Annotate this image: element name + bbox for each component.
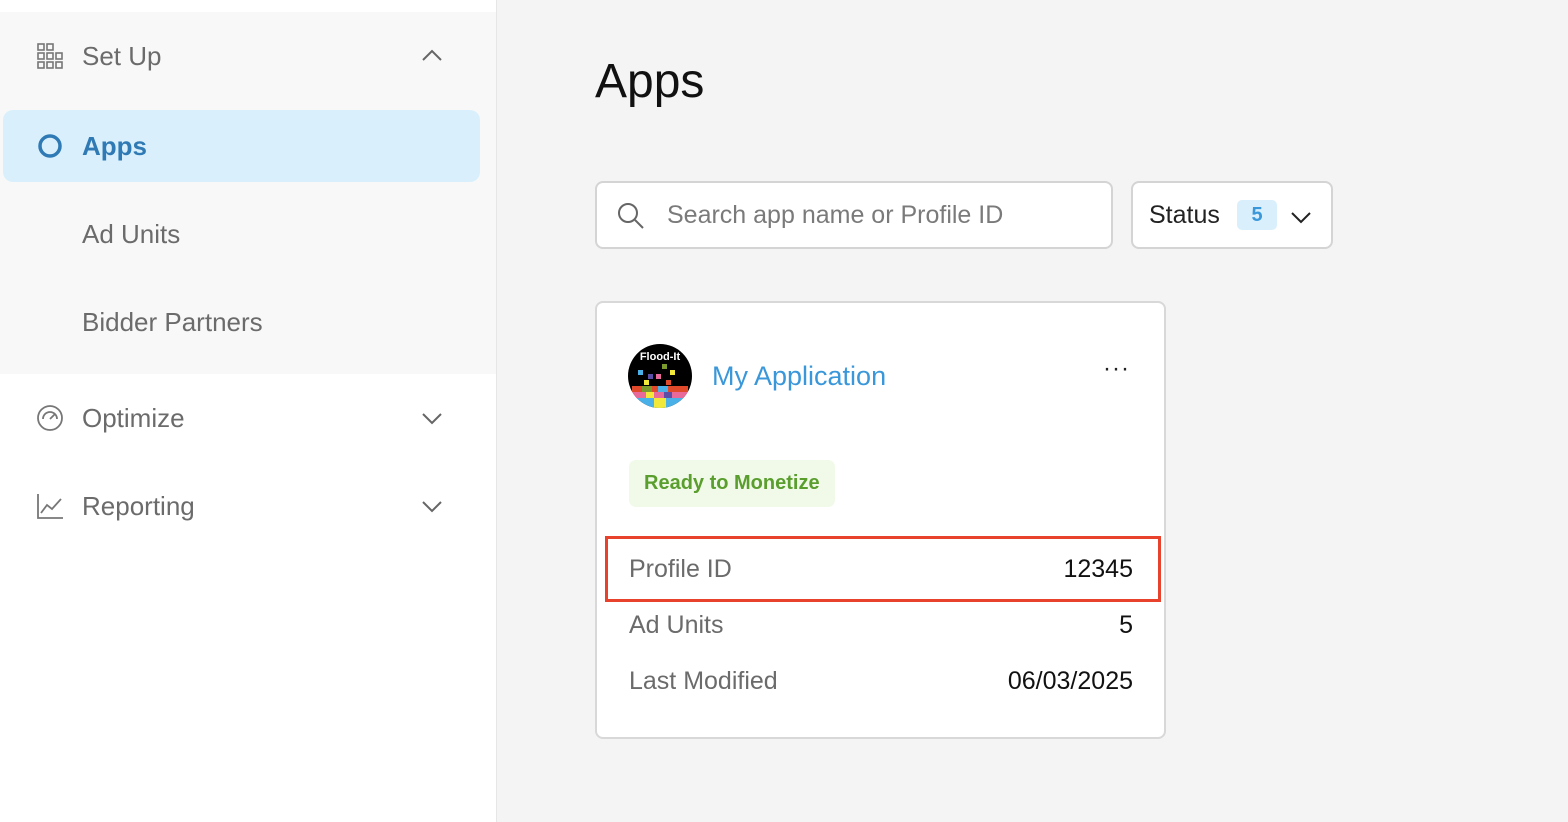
ad-units-row: Ad Units 5: [629, 611, 1133, 640]
last-modified-row: Last Modified 06/03/2025: [629, 667, 1133, 696]
search-input[interactable]: [667, 183, 1087, 247]
sidebar: Set Up Apps Ad Units Bidder Partners Opt…: [0, 0, 497, 822]
search-icon: [618, 203, 644, 229]
row-value: 5: [1119, 611, 1133, 639]
sidebar-item-setup[interactable]: Set Up: [0, 26, 496, 86]
app-name-link[interactable]: My Application: [712, 361, 887, 391]
row-value: 06/03/2025: [1007, 667, 1133, 695]
sidebar-item-label: Ad Units: [82, 218, 181, 249]
sidebar-item-apps-bg: [3, 110, 480, 182]
sidebar-item-bidder-partners[interactable]: Bidder Partners: [0, 292, 496, 352]
gauge-icon: [37, 405, 63, 431]
sidebar-item-label: Reporting: [82, 490, 195, 521]
chevron-up-icon[interactable]: [420, 44, 444, 68]
app-card[interactable]: Flood-It My Application ··· Ready to Mon…: [595, 301, 1166, 739]
chevron-down-icon: [1291, 212, 1311, 224]
chevron-down-icon[interactable]: [420, 494, 444, 518]
row-label: Last Modified: [629, 667, 778, 695]
row-label: Ad Units: [629, 611, 724, 639]
row-label: Profile ID: [629, 555, 732, 583]
row-value: 12345: [1063, 555, 1133, 583]
sidebar-item-label: Set Up: [82, 40, 162, 71]
sidebar-item-ad-units[interactable]: Ad Units: [0, 204, 496, 264]
line-chart-icon: [37, 494, 63, 519]
sidebar-item-optimize[interactable]: Optimize: [0, 388, 496, 448]
grid-icon: [37, 43, 63, 69]
status-badge: Ready to Monetize: [629, 460, 835, 507]
status-label: Status: [1149, 201, 1220, 229]
sidebar-item-label: Bidder Partners: [82, 306, 263, 337]
more-options-icon[interactable]: ···: [1103, 355, 1130, 382]
svg-text:Flood-It: Flood-It: [640, 351, 681, 363]
main-content: Apps Status 5 Flood-It My Application ··…: [497, 0, 1568, 822]
sidebar-item-label: Optimize: [82, 402, 185, 433]
setup-group: [0, 12, 496, 374]
status-count-badge: 5: [1237, 200, 1277, 230]
status-filter[interactable]: Status 5: [1131, 181, 1333, 249]
chevron-down-icon[interactable]: [420, 406, 444, 430]
sidebar-item-apps[interactable]: Apps: [0, 116, 496, 176]
search-box[interactable]: [595, 181, 1113, 249]
page-title: Apps: [595, 55, 705, 108]
sidebar-item-label: Apps: [82, 130, 147, 161]
profile-id-row: Profile ID 12345: [629, 555, 1133, 584]
app-logo: Flood-It: [628, 344, 692, 408]
highlight-box: [605, 536, 1161, 602]
circle-icon: [38, 134, 62, 158]
sidebar-item-reporting[interactable]: Reporting: [0, 476, 496, 536]
